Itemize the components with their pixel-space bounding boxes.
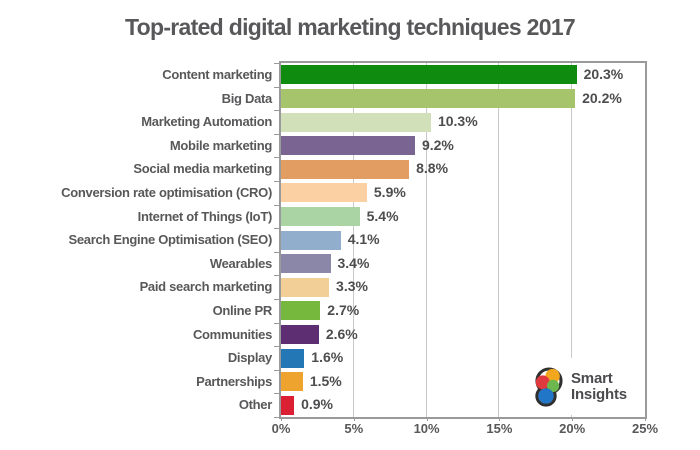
category-label: Internet of Things (IoT)	[137, 208, 273, 224]
x-tick-label: 5%	[344, 421, 364, 436]
y-tick-mark	[274, 252, 279, 253]
chart-title: Top-rated digital marketing techniques 2…	[124, 14, 576, 40]
x-tick-mark	[645, 417, 646, 421]
x-tick-label: 25%	[631, 421, 659, 436]
category-label: Online PR	[212, 303, 273, 318]
category-label: Content marketing	[162, 67, 272, 82]
x-tick-mark	[572, 417, 574, 421]
value-label: 5.9%	[373, 184, 406, 200]
bar	[281, 206, 360, 226]
y-tick-mark	[274, 393, 279, 394]
y-tick-mark	[274, 63, 279, 64]
x-tick-label: 15%	[486, 421, 513, 436]
bar	[281, 301, 321, 321]
value-label: 8.8%	[416, 160, 449, 177]
category-label: Wearables	[209, 255, 272, 271]
category-label: Partnerships	[196, 373, 272, 389]
x-tick-mark	[281, 417, 282, 421]
bar	[281, 395, 295, 415]
y-tick-mark	[274, 323, 279, 324]
bar	[281, 230, 341, 250]
logo-text-line1: Smart	[571, 369, 613, 387]
value-label: 2.7%	[327, 302, 360, 318]
x-tick-label: 20%	[559, 421, 586, 436]
bar	[281, 277, 330, 297]
value-label: 10.3%	[437, 113, 478, 130]
bar	[281, 88, 576, 108]
category-label: Big Data	[221, 90, 273, 106]
value-label: 1.6%	[311, 349, 344, 366]
value-label: 2.6%	[325, 325, 358, 342]
value-label: 20.3%	[583, 66, 624, 82]
y-tick-mark	[274, 157, 279, 158]
category-label: Marketing Automation	[141, 114, 272, 130]
x-tick-mark	[353, 417, 355, 421]
smart-insights-logo: Smart Insights	[531, 358, 645, 415]
bar	[281, 112, 431, 132]
value-label: 1.5%	[309, 372, 342, 389]
value-label: 9.2%	[421, 136, 454, 153]
y-tick-mark	[274, 87, 279, 88]
value-label: 3.3%	[336, 278, 368, 295]
gridline	[352, 63, 354, 417]
gridline	[425, 63, 427, 417]
bar	[281, 324, 319, 344]
x-tick-label: 10%	[413, 421, 440, 436]
x-tick-mark	[499, 417, 501, 421]
bar	[281, 348, 305, 368]
category-label: Social media marketing	[133, 161, 272, 177]
value-label: 5.4%	[366, 207, 399, 224]
value-label: 3.4%	[337, 254, 370, 271]
smart-insights-logo-icon	[535, 366, 563, 407]
x-tick-label: 0%	[271, 421, 291, 436]
bar	[281, 159, 410, 179]
y-tick-mark	[274, 417, 279, 418]
y-tick-mark	[274, 110, 279, 111]
bar	[281, 183, 367, 203]
bar	[281, 65, 577, 85]
y-tick-mark	[274, 299, 279, 300]
y-tick-mark	[274, 205, 279, 206]
bar	[281, 254, 331, 274]
y-tick-mark	[274, 228, 279, 229]
bar	[281, 372, 303, 392]
y-tick-mark	[274, 370, 279, 371]
y-tick-mark	[274, 346, 279, 347]
value-label: 4.1%	[347, 231, 380, 248]
category-label: Communities	[192, 326, 272, 342]
bar	[281, 136, 415, 156]
gridline	[571, 63, 573, 417]
y-tick-mark	[274, 181, 279, 182]
logo-text-line2: Insights	[571, 385, 627, 403]
category-label: Paid search marketing	[139, 279, 273, 295]
x-tick-mark	[426, 417, 428, 421]
category-label: Display	[227, 350, 272, 366]
y-tick-mark	[274, 134, 279, 135]
category-label: Other	[238, 397, 272, 413]
category-label: Search Engine Optimisation (SEO)	[68, 232, 273, 248]
category-label: Mobile marketing	[169, 137, 272, 153]
category-label: Conversion rate optimisation (CRO)	[61, 185, 272, 200]
value-label: 20.2%	[582, 89, 622, 106]
smart-insights-logo-text: Smart Insights	[571, 369, 627, 403]
y-tick-mark	[274, 275, 279, 276]
value-label: 0.9%	[301, 396, 334, 413]
gridline	[498, 63, 500, 417]
